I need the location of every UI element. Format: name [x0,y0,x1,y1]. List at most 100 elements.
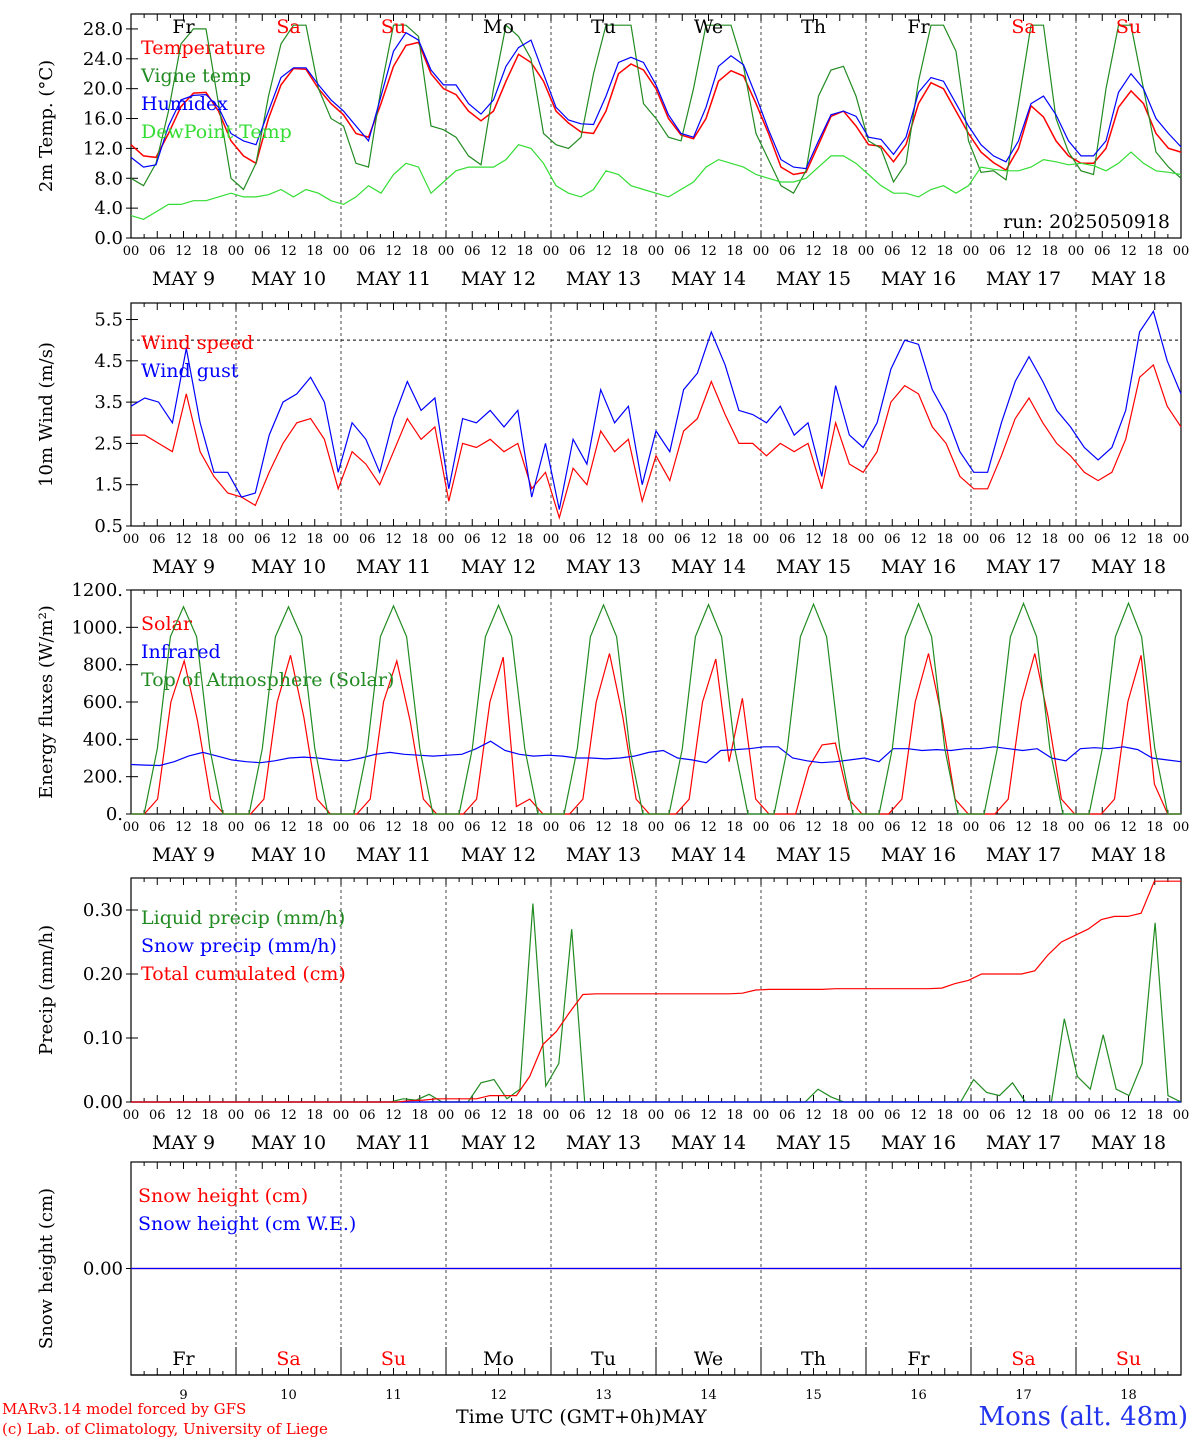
day-number-label: 9 [179,1388,187,1403]
y-tick-label: 0.0 [94,228,123,249]
legend-snow-height-cm-w-e-: Snow height (cm W.E.) [138,1213,356,1235]
date-label: MAY 17 [986,556,1061,578]
y-tick-label: 12.0 [83,138,123,159]
hour-label: 12 [1120,244,1137,259]
date-label: MAY 17 [986,268,1061,290]
hour-label: 18 [1041,244,1058,259]
hour-label: 18 [831,820,848,835]
date-label: MAY 12 [461,556,536,578]
hour-label: 00 [648,532,665,547]
hour-label: 12 [490,532,507,547]
hour-label: 12 [700,532,717,547]
legend-temperature: Temperature [141,37,265,59]
hour-label: 06 [1094,1108,1111,1123]
date-label: MAY 12 [461,268,536,290]
y-axis-label: Energy fluxes (W/m²) [36,605,57,799]
weekday-label: Th [801,1348,826,1370]
hour-label: 18 [831,1108,848,1123]
hour-label: 00 [1068,1108,1085,1123]
hour-label: 06 [884,532,901,547]
hour-label: 06 [149,820,166,835]
hour-label: 00 [333,532,350,547]
date-label: MAY 14 [671,844,746,866]
hour-label: 06 [989,244,1006,259]
hour-label: 06 [1094,532,1111,547]
hour-label: 12 [805,532,822,547]
y-tick-label: 2.5 [94,433,123,454]
date-label: MAY 10 [251,844,326,866]
weekday-label: We [694,16,723,38]
y-tick-label: 0.20 [83,964,123,985]
date-label: MAY 13 [566,844,641,866]
hour-label: 18 [306,1108,323,1123]
hour-label: 00 [1173,820,1190,835]
hour-label: 12 [910,1108,927,1123]
hour-label: 06 [569,820,586,835]
legend-top-of-atmosphere-solar-: Top of Atmosphere (Solar) [141,669,394,691]
legend-solar: Solar [141,613,193,635]
legend-infrared: Infrared [141,641,221,663]
day-number-label: 10 [280,1388,297,1403]
weekday-label: Sa [276,1348,300,1370]
hour-label: 18 [201,820,218,835]
hour-label: 00 [963,820,980,835]
legend-total-cumulated-cm-: Total cumulated (cm) [141,963,346,985]
date-label: MAY 9 [152,844,215,866]
hour-label: 00 [333,244,350,259]
hour-label: 18 [726,244,743,259]
hour-label: 00 [333,820,350,835]
hour-label: 18 [306,820,323,835]
hour-label: 12 [595,1108,612,1123]
hour-label: 00 [753,244,770,259]
hour-label: 00 [1068,532,1085,547]
y-tick-label: 3.5 [94,392,123,413]
date-label: MAY 16 [881,1132,956,1154]
y-tick-label: 16.0 [83,109,123,130]
hour-label: 00 [753,1108,770,1123]
date-label: MAY 9 [152,556,215,578]
y-tick-label: 4.0 [94,198,123,219]
date-label: MAY 9 [152,1132,215,1154]
hour-label: 06 [569,532,586,547]
hour-label: 06 [149,244,166,259]
panel-2-frame [130,302,1182,527]
hour-label: 00 [438,1108,455,1123]
hour-label: 00 [438,244,455,259]
hour-label: 12 [700,820,717,835]
hour-label: 06 [989,532,1006,547]
y-tick-label: 28.0 [83,19,123,40]
weekday-label: Su [1116,1348,1141,1370]
hour-label: 12 [1015,820,1032,835]
date-label: MAY 16 [881,844,956,866]
weekday-label: Mo [483,16,514,38]
legend-wind-gust: Wind gust [141,360,239,382]
hour-label: 18 [516,532,533,547]
x-axis-month: MAY [661,1406,707,1428]
series-wind-gust [130,309,1182,510]
hour-label: 12 [1015,532,1032,547]
series-infrared [130,740,1182,767]
date-label: MAY 11 [356,1132,431,1154]
day-number-label: 14 [700,1388,717,1403]
hour-label: 00 [123,1108,140,1123]
weekday-label: Su [381,1348,406,1370]
hour-label: 06 [884,820,901,835]
hour-label: 06 [884,1108,901,1123]
hour-label: 00 [543,532,560,547]
y-tick-label: 400. [83,729,123,750]
date-label: MAY 13 [566,1132,641,1154]
date-label: MAY 16 [881,268,956,290]
hour-label: 00 [228,1108,245,1123]
hour-label: 18 [1146,532,1163,547]
y-tick-label: 0.00 [83,1092,123,1113]
hour-label: 00 [543,244,560,259]
hour-label: 06 [464,1108,481,1123]
hour-label: 18 [621,532,638,547]
hour-label: 18 [621,244,638,259]
series-temperature [130,41,1182,176]
hour-label: 00 [858,532,875,547]
weekday-label: Tu [591,1348,616,1370]
hour-label: 18 [201,532,218,547]
weekday-label: Th [801,16,826,38]
